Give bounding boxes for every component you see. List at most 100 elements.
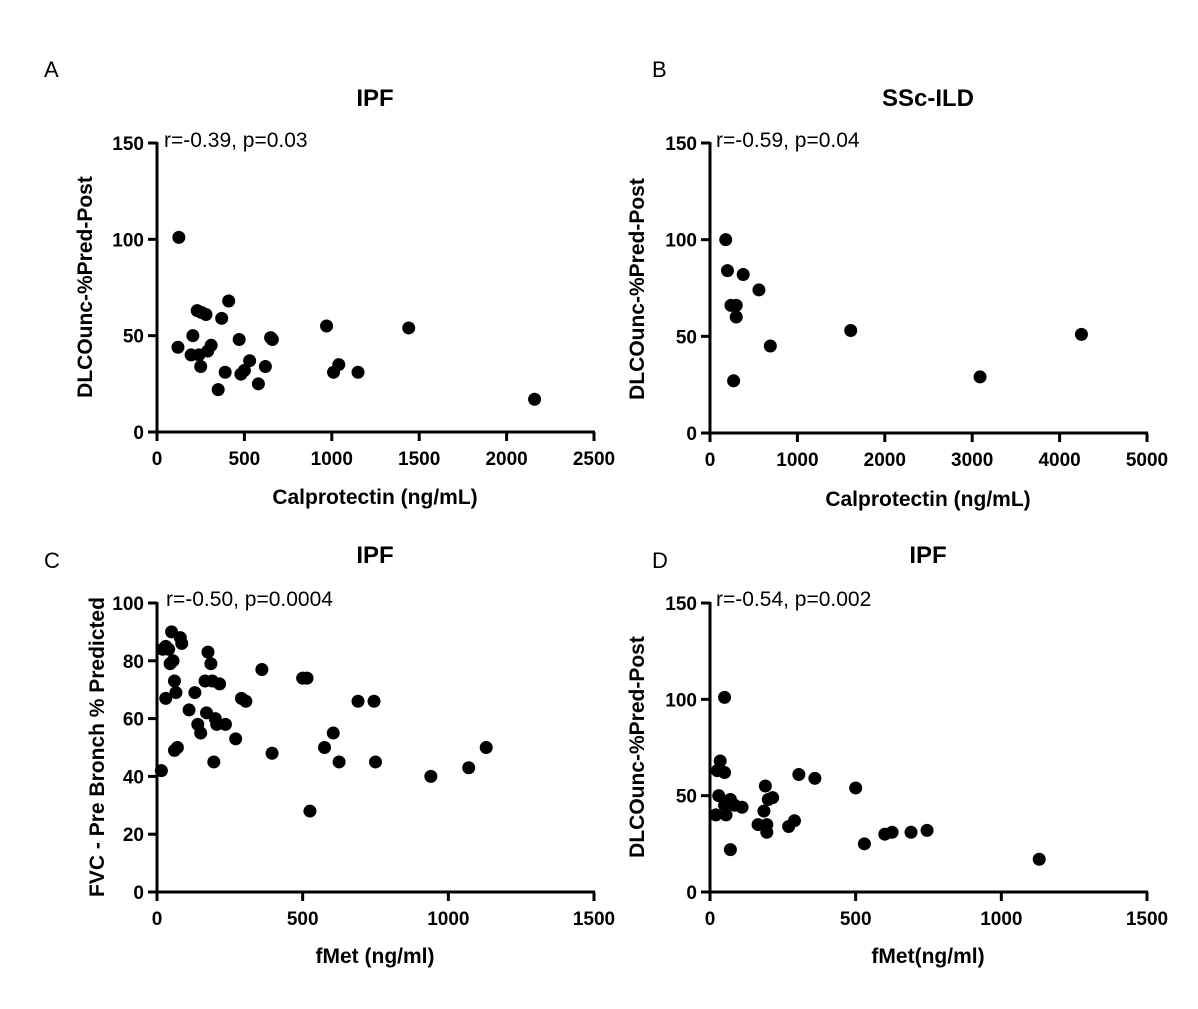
data-point (172, 230, 186, 244)
chart-title: IPF (356, 542, 393, 569)
data-point (712, 789, 726, 803)
data-point (171, 340, 185, 354)
data-point (718, 766, 732, 780)
data-point (758, 779, 772, 793)
panel-d: D IPF r=-0.54, p=0.002 fMet(ng/ml) DLCOu… (626, 542, 1168, 968)
x-tick-label: 500 (287, 909, 319, 930)
data-point (1074, 327, 1088, 341)
data-point (186, 329, 200, 343)
data-point (194, 359, 208, 373)
correlation-annotation: r=-0.50, p=0.0004 (166, 588, 333, 611)
x-tick-label: 1500 (1126, 909, 1168, 930)
x-axis-label: fMet(ng/ml) (871, 945, 984, 968)
data-point (194, 726, 208, 740)
y-tick-label: 0 (686, 424, 697, 445)
data-point (729, 298, 743, 312)
y-tick-label: 20 (123, 825, 144, 846)
data-point (735, 800, 749, 814)
y-tick-label: 50 (676, 327, 697, 348)
y-tick-label: 0 (133, 423, 144, 444)
y-axis-label: DLCOunc-%Pred-Post (74, 176, 97, 398)
x-tick-label: 1000 (311, 449, 353, 470)
data-point (402, 321, 416, 335)
data-point (318, 741, 332, 754)
data-point (462, 761, 476, 775)
x-tick-label: 3000 (951, 450, 993, 471)
data-point (303, 804, 317, 818)
data-point (265, 746, 279, 760)
data-points (154, 625, 493, 818)
x-tick-label: 0 (152, 449, 163, 470)
x-axis-label: Calprotectin (ng/mL) (825, 488, 1030, 511)
x-axis-label: fMet (ng/ml) (316, 945, 435, 968)
correlation-annotation: r=-0.59, p=0.04 (716, 129, 860, 152)
data-point (763, 339, 777, 353)
y-axis-label: FVC - Pre Bronch % Predicted (86, 597, 109, 897)
data-point (351, 365, 365, 379)
y-tick-label: 150 (112, 134, 144, 155)
panel-letter: A (44, 57, 59, 82)
data-point (424, 769, 438, 783)
data-point (201, 645, 215, 659)
data-point (792, 767, 806, 781)
y-tick-label: 150 (665, 594, 697, 615)
data-point (479, 741, 493, 754)
x-tick-label: 1500 (573, 909, 615, 930)
data-point (162, 642, 176, 656)
data-point (528, 392, 542, 406)
data-point (787, 814, 801, 828)
data-point (154, 764, 168, 778)
x-tick-label: 1000 (427, 909, 469, 930)
data-point (204, 657, 218, 671)
data-point (167, 743, 181, 757)
x-tick-label: 1000 (980, 909, 1022, 930)
data-point (237, 363, 251, 377)
data-point (729, 310, 743, 324)
panel-letter: B (652, 57, 667, 82)
panel-a: A IPF r=-0.39, p=0.03 Calprotectin (ng/m… (44, 57, 615, 509)
data-points (719, 233, 1088, 388)
y-axis-label: DLCOunc-%Pred-Post (626, 178, 649, 400)
x-tick-label: 500 (229, 449, 261, 470)
data-point (175, 636, 189, 650)
x-tick-label: 0 (705, 450, 716, 471)
panel-letter: D (652, 548, 668, 573)
x-tick-label: 500 (840, 909, 872, 930)
y-tick-label: 0 (686, 883, 697, 904)
data-point (709, 808, 723, 822)
chart-title: IPF (909, 542, 946, 569)
data-point (166, 654, 180, 668)
x-tick-label: 1000 (776, 450, 818, 471)
data-point (1032, 852, 1046, 866)
x-tick-label: 0 (152, 909, 163, 930)
x-tick-label: 0 (705, 909, 716, 930)
x-tick-label: 2000 (485, 449, 527, 470)
data-point (719, 233, 733, 247)
chart-title: SSc-ILD (882, 85, 974, 112)
data-point (844, 324, 858, 338)
data-points (709, 690, 1046, 866)
correlation-annotation: r=-0.39, p=0.03 (164, 129, 308, 152)
data-point (326, 726, 340, 740)
x-tick-label: 2500 (573, 449, 615, 470)
data-point (718, 690, 732, 704)
data-point (766, 791, 780, 805)
data-point (243, 354, 257, 368)
x-axis-label: Calprotectin (ng/mL) (272, 486, 477, 509)
data-point (265, 333, 279, 347)
data-point (719, 808, 733, 822)
data-point (752, 283, 766, 297)
data-point (367, 694, 381, 708)
data-point (239, 694, 253, 708)
data-point (808, 771, 822, 785)
data-point (351, 694, 365, 708)
data-point (232, 333, 246, 347)
axes: 0 50 100 150 0 1000 2000 3000 4000 5000 (665, 134, 1168, 471)
y-tick-label: 100 (665, 231, 697, 252)
data-point (369, 755, 382, 769)
data-point (973, 370, 987, 384)
data-point (215, 311, 229, 325)
y-tick-label: 40 (123, 767, 144, 788)
